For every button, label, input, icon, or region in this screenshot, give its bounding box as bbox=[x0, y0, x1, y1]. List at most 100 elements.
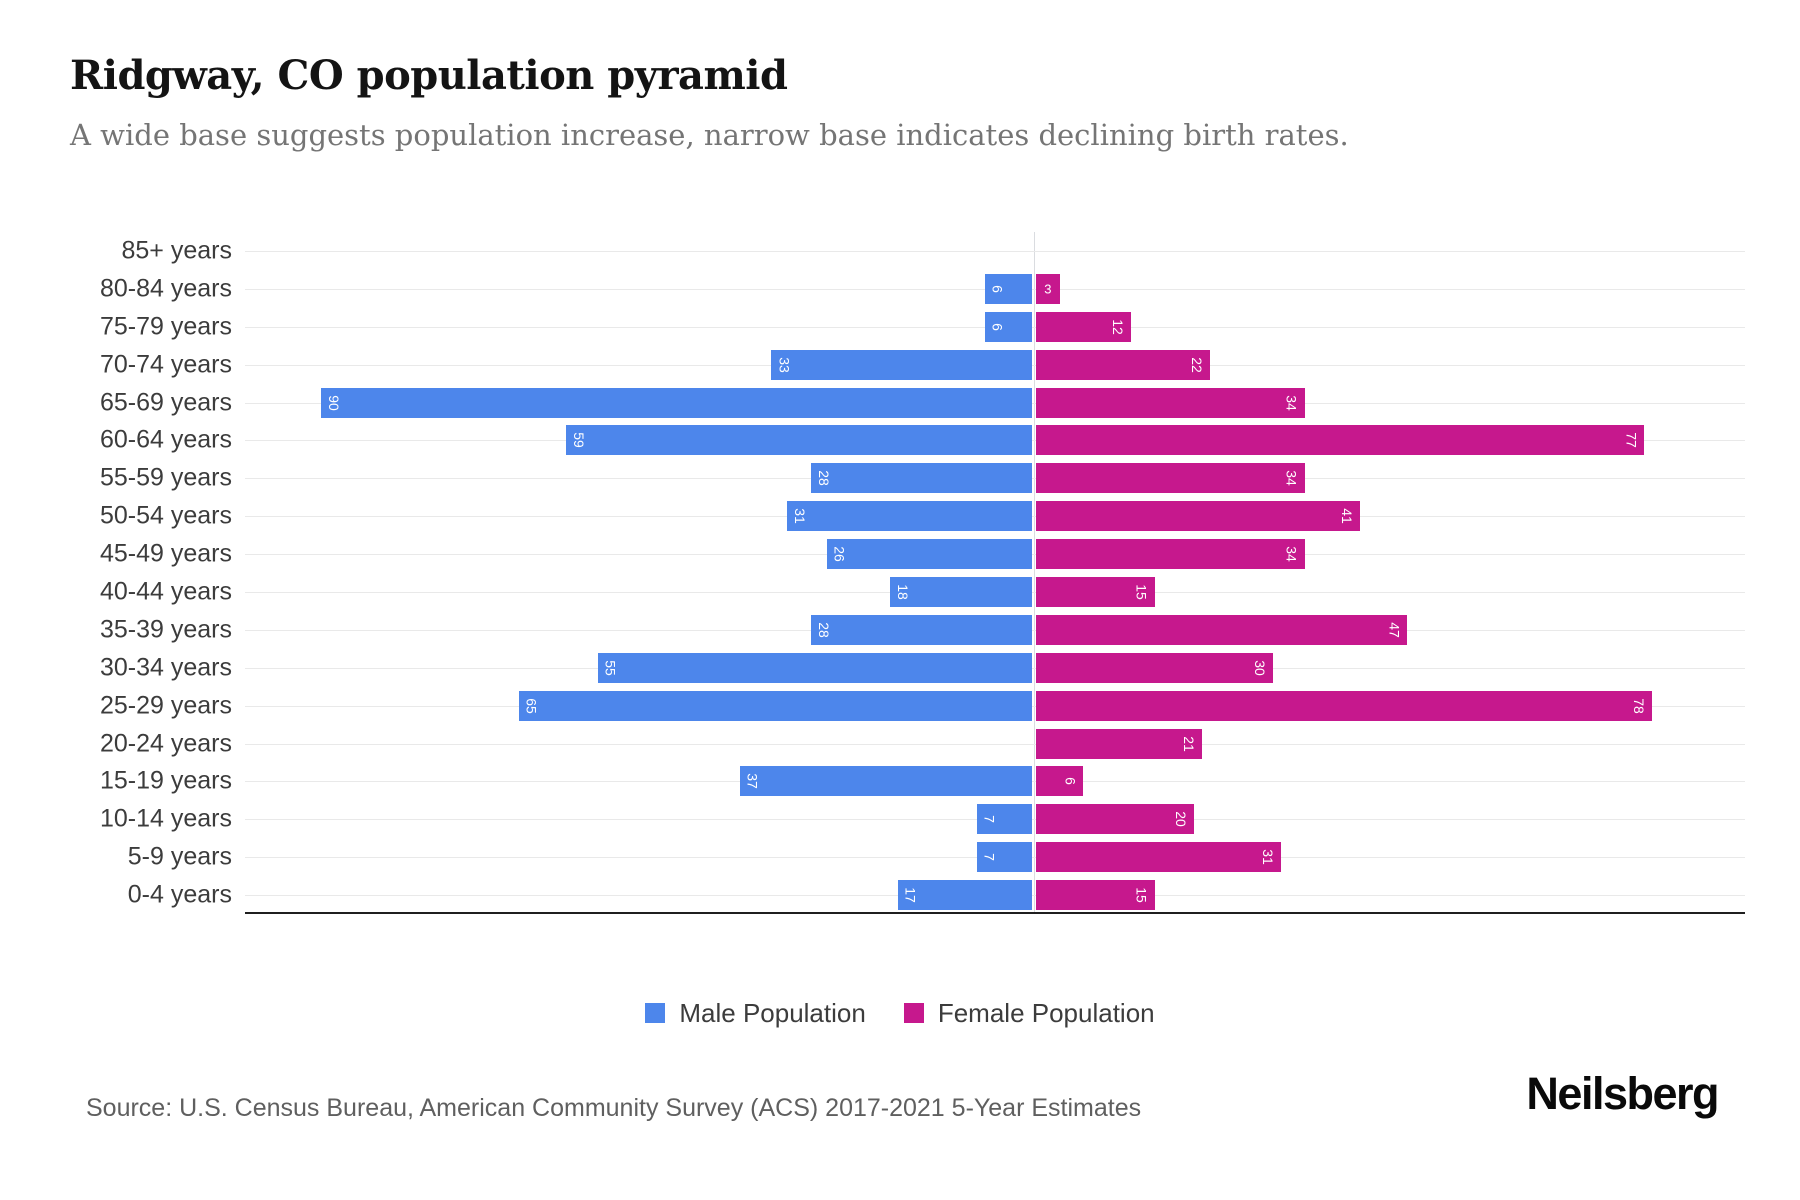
female-bar[interactable]: 3 bbox=[1036, 273, 1060, 304]
bar-value-label: 33 bbox=[776, 356, 793, 373]
bar-value-label: 6 bbox=[989, 322, 1006, 331]
female-bar[interactable]: 15 bbox=[1036, 880, 1155, 911]
female-bar[interactable]: 30 bbox=[1036, 652, 1273, 683]
legend-item-male[interactable]: Male Population bbox=[645, 997, 866, 1029]
female-bar[interactable]: 6 bbox=[1036, 766, 1084, 797]
age-label: 40-44 years bbox=[99, 577, 232, 606]
female-bar[interactable]: 34 bbox=[1036, 539, 1305, 570]
female-bar[interactable]: 34 bbox=[1036, 387, 1305, 418]
bar-value-label: 65 bbox=[523, 697, 540, 714]
bar-value-label: 3 bbox=[1044, 281, 1052, 297]
bar-value-label: 28 bbox=[815, 470, 832, 487]
age-label: 45-49 years bbox=[99, 539, 232, 568]
female-swatch-icon bbox=[903, 1003, 924, 1023]
male-bar[interactable]: 90 bbox=[321, 387, 1032, 418]
male-bar[interactable]: 7 bbox=[976, 804, 1032, 835]
bar-value-label: 6 bbox=[1062, 777, 1079, 786]
age-label: 60-64 years bbox=[99, 425, 232, 454]
female-bar[interactable]: 12 bbox=[1036, 311, 1131, 342]
age-label: 70-74 years bbox=[99, 350, 232, 379]
bar-value-label: 15 bbox=[1133, 887, 1150, 903]
bar-value-label: 31 bbox=[792, 508, 809, 524]
female-bar[interactable]: 20 bbox=[1036, 804, 1194, 835]
bar-value-label: 22 bbox=[1188, 356, 1205, 373]
bar-value-label: 30 bbox=[1252, 659, 1268, 676]
bar-value-label: 34 bbox=[1283, 394, 1300, 411]
age-axis-labels: 85+ years 80-84 years 75-79 years 70-74 yea… bbox=[0, 232, 232, 914]
bar-value-label: 47 bbox=[1386, 622, 1403, 638]
age-label: 10-14 years bbox=[99, 804, 232, 833]
age-label: 30-34 years bbox=[99, 653, 232, 682]
bar-value-label: 18 bbox=[894, 584, 911, 600]
bar-value-label: 41 bbox=[1338, 508, 1355, 524]
female-bar[interactable]: 31 bbox=[1036, 842, 1281, 873]
bar-value-label: 55 bbox=[602, 659, 619, 676]
bar-value-label: 59 bbox=[570, 432, 587, 449]
x-axis-line bbox=[245, 912, 1745, 914]
age-label: 35-39 years bbox=[99, 615, 232, 644]
age-label: 5-9 years bbox=[127, 842, 232, 871]
male-bar[interactable]: 6 bbox=[984, 311, 1032, 342]
bar-value-label: 7 bbox=[981, 853, 998, 862]
age-label: 20-24 years bbox=[99, 729, 232, 757]
bar-value-label: 6 bbox=[989, 284, 1006, 293]
bar-value-label: 7 bbox=[981, 815, 998, 824]
age-label: 85+ years bbox=[121, 236, 233, 265]
category-gridline bbox=[245, 743, 1745, 745]
age-label: 25-29 years bbox=[99, 691, 232, 720]
bar-value-label: 77 bbox=[1623, 432, 1640, 449]
bar-value-label: 78 bbox=[1631, 697, 1648, 714]
male-bar[interactable]: 28 bbox=[810, 463, 1032, 494]
page-title: Ridgway, CO population pyramid bbox=[70, 52, 788, 99]
bar-value-label: 28 bbox=[815, 622, 832, 638]
center-divider-line bbox=[1034, 232, 1035, 914]
male-bar[interactable]: 33 bbox=[771, 349, 1032, 380]
male-bar[interactable]: 59 bbox=[565, 425, 1032, 456]
male-bar[interactable]: 28 bbox=[810, 614, 1032, 645]
bar-value-label: 34 bbox=[1283, 470, 1300, 487]
legend-label-female: Female Population bbox=[937, 997, 1155, 1028]
bar-value-label: 37 bbox=[744, 773, 761, 790]
male-bar[interactable]: 31 bbox=[787, 501, 1032, 532]
bar-value-label: 31 bbox=[1259, 849, 1276, 865]
age-label: 75-79 years bbox=[99, 312, 232, 341]
male-swatch-icon bbox=[645, 1003, 666, 1023]
bar-value-label: 20 bbox=[1173, 811, 1189, 828]
male-bar[interactable]: 17 bbox=[897, 880, 1032, 911]
bar-value-label: 12 bbox=[1109, 318, 1126, 335]
male-bar[interactable]: 7 bbox=[976, 842, 1032, 873]
category-gridline bbox=[245, 250, 1745, 252]
age-label: 80-84 years bbox=[99, 274, 232, 303]
female-bar[interactable]: 47 bbox=[1036, 614, 1408, 645]
page-subtitle: A wide base suggests population increase… bbox=[70, 118, 1349, 152]
legend-item-female[interactable]: Female Population bbox=[903, 997, 1155, 1029]
bar-value-label: 34 bbox=[1283, 546, 1300, 562]
neilsberg-logo: Neilsberg bbox=[1526, 1068, 1719, 1119]
female-bar[interactable]: 41 bbox=[1036, 501, 1360, 532]
female-bar[interactable]: 34 bbox=[1036, 463, 1305, 494]
bar-value-label: 90 bbox=[326, 394, 342, 411]
source-attribution: Source: U.S. Census Bureau, American Com… bbox=[86, 1094, 1142, 1122]
age-label: 65-69 years bbox=[99, 388, 232, 416]
age-label: 0-4 years bbox=[127, 880, 232, 909]
age-label: 15-19 years bbox=[99, 766, 232, 795]
male-bar[interactable]: 65 bbox=[518, 690, 1032, 721]
female-bar[interactable]: 22 bbox=[1036, 349, 1210, 380]
bar-value-label: 21 bbox=[1180, 735, 1197, 752]
male-bar[interactable]: 26 bbox=[826, 539, 1032, 570]
male-bar[interactable]: 6 bbox=[984, 273, 1032, 304]
male-bar[interactable]: 37 bbox=[739, 766, 1032, 797]
bar-value-label: 15 bbox=[1133, 584, 1150, 600]
female-bar[interactable]: 77 bbox=[1036, 425, 1645, 456]
age-label: 50-54 years bbox=[99, 501, 232, 530]
female-bar[interactable]: 78 bbox=[1036, 690, 1653, 721]
bar-value-label: 26 bbox=[831, 546, 848, 562]
male-bar[interactable]: 55 bbox=[597, 652, 1032, 683]
age-label: 55-59 years bbox=[99, 463, 232, 492]
legend: Male Population Female Population bbox=[0, 995, 1800, 1031]
legend-label-male: Male Population bbox=[679, 997, 866, 1028]
female-bar[interactable]: 21 bbox=[1036, 728, 1202, 759]
male-bar[interactable]: 18 bbox=[889, 576, 1032, 607]
female-bar[interactable]: 15 bbox=[1036, 576, 1155, 607]
